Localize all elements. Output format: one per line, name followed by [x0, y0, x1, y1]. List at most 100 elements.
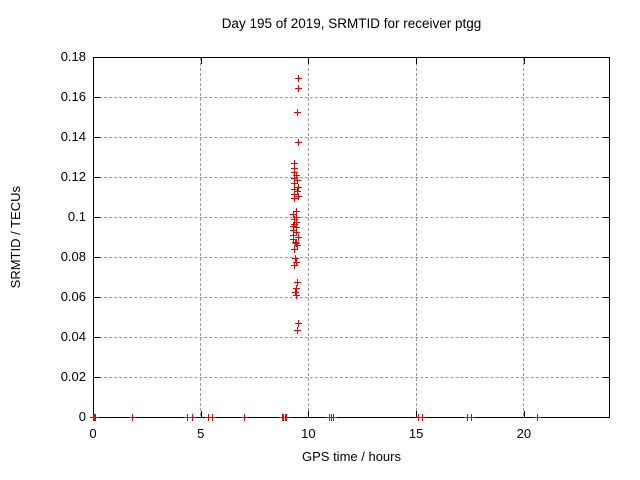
x-gridline — [415, 58, 417, 416]
x-gridline — [523, 58, 525, 416]
data-point-marker — [291, 220, 299, 228]
y-tick-mark — [94, 297, 100, 298]
y-tick-mark — [603, 57, 609, 58]
y-tick-label: 0.02 — [60, 369, 86, 384]
data-point-marker — [291, 261, 299, 269]
y-gridline — [94, 176, 609, 178]
y-tick-label: 0.04 — [60, 329, 86, 344]
data-point-marker — [467, 413, 475, 421]
x-tick-mark — [308, 58, 310, 64]
data-point-marker — [291, 190, 299, 198]
data-point-marker — [241, 413, 249, 421]
data-point-marker — [205, 413, 213, 421]
data-point-marker — [293, 258, 301, 266]
y-gridline — [94, 296, 609, 298]
data-point-marker — [291, 194, 299, 202]
y-tick-mark — [603, 297, 609, 298]
data-point-marker — [294, 108, 302, 116]
y-tick-label: 0.1 — [67, 209, 86, 224]
data-point-marker — [294, 176, 302, 184]
data-point-marker — [293, 239, 301, 247]
data-point-marker — [295, 74, 303, 82]
y-tick-label: 0 — [78, 409, 86, 424]
y-tick-mark — [94, 57, 100, 58]
y-gridline — [94, 256, 609, 258]
x-tick-mark — [308, 411, 310, 417]
y-tick-mark — [94, 417, 100, 418]
x-tick-mark — [200, 411, 202, 417]
data-point-marker — [418, 413, 426, 421]
data-point-marker — [294, 241, 302, 249]
y-tick-label: 0.08 — [60, 249, 86, 264]
y-tick-mark — [94, 337, 100, 338]
y-gridline — [94, 376, 609, 378]
data-point-marker — [294, 278, 302, 286]
y-tick-mark — [603, 257, 609, 258]
y-tick-mark — [603, 417, 609, 418]
y-tick-label: 0.14 — [60, 129, 86, 144]
data-point-marker — [91, 413, 99, 421]
x-tick-mark — [523, 58, 525, 64]
data-point-marker — [291, 179, 299, 187]
y-gridline — [94, 136, 609, 138]
x-tick-label: 5 — [197, 426, 205, 441]
y-tick-mark — [94, 97, 100, 98]
y-tick-mark — [603, 177, 609, 178]
data-point-marker — [293, 284, 301, 292]
data-point-marker — [291, 245, 299, 253]
data-point-marker — [330, 413, 338, 421]
x-tick-mark — [523, 411, 525, 417]
y-gridline — [94, 336, 609, 338]
y-tick-label: 0.12 — [60, 169, 86, 184]
data-point-marker — [184, 413, 192, 421]
y-tick-mark — [94, 257, 100, 258]
data-point-marker — [291, 185, 299, 193]
y-tick-mark — [94, 137, 100, 138]
y-tick-mark — [603, 217, 609, 218]
y-tick-label: 0.18 — [60, 49, 86, 64]
data-point-marker — [294, 187, 302, 195]
data-point-marker — [291, 159, 299, 167]
y-tick-mark — [603, 337, 609, 338]
data-point-marker — [290, 210, 298, 218]
data-point-marker — [290, 231, 298, 239]
y-tick-mark — [94, 217, 100, 218]
y-gridline — [94, 216, 609, 218]
plot-area — [93, 57, 610, 418]
data-point-marker — [295, 192, 303, 200]
x-tick-mark — [416, 58, 418, 64]
x-tick-mark — [200, 58, 202, 64]
y-tick-mark — [94, 177, 100, 178]
data-point-marker — [295, 138, 303, 146]
data-point-marker — [293, 223, 301, 231]
x-tick-mark — [93, 58, 94, 64]
data-point-marker — [292, 288, 300, 296]
y-axis-label: SRMTID / TECUs — [7, 186, 23, 289]
x-tick-label: 15 — [408, 426, 424, 441]
x-axis-label: GPS time / hours — [302, 449, 401, 464]
y-tick-mark — [603, 137, 609, 138]
y-tick-mark — [603, 97, 609, 98]
data-point-marker — [464, 413, 472, 421]
data-point-marker — [295, 183, 303, 191]
data-point-marker — [291, 215, 299, 223]
data-point-marker — [292, 238, 300, 246]
data-point-marker — [295, 319, 303, 327]
data-point-marker — [129, 413, 137, 421]
data-point-marker — [293, 171, 301, 179]
y-tick-mark — [603, 377, 609, 378]
x-tick-label: 20 — [516, 426, 532, 441]
data-point-marker — [291, 174, 299, 182]
y-gridline — [94, 96, 609, 98]
y-tick-label: 0.06 — [60, 289, 86, 304]
x-gridline — [307, 58, 309, 416]
x-tick-mark — [416, 411, 418, 417]
data-point-marker — [293, 291, 301, 299]
data-point-marker — [534, 413, 542, 421]
data-point-marker — [293, 228, 301, 236]
data-point-marker — [291, 168, 299, 176]
data-point-marker — [290, 226, 298, 234]
data-point-marker — [295, 84, 303, 92]
y-tick-mark — [94, 377, 100, 378]
